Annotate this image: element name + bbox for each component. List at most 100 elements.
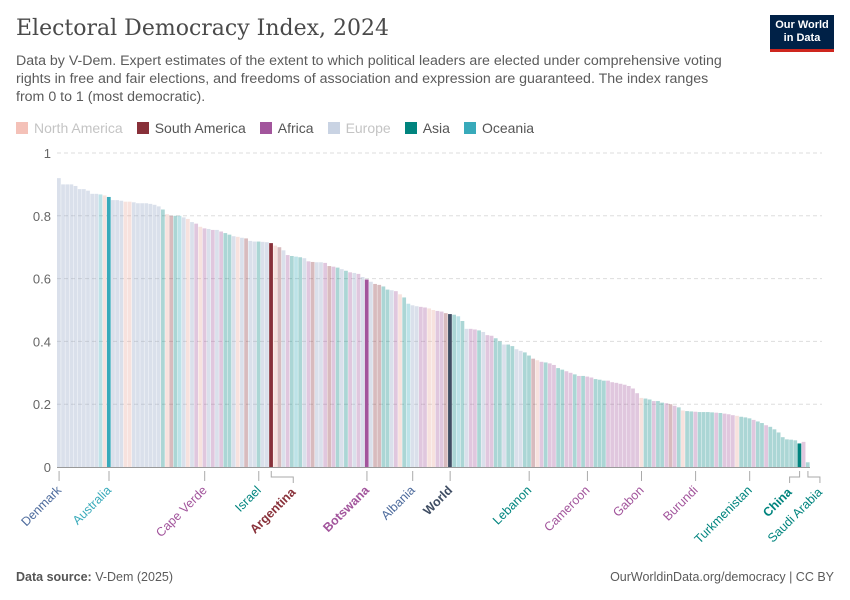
bar[interactable]	[776, 432, 781, 467]
bar[interactable]	[323, 262, 328, 467]
bar[interactable]	[319, 262, 323, 467]
bar[interactable]	[502, 344, 506, 467]
bar[interactable]	[539, 361, 544, 467]
bar[interactable]	[726, 414, 731, 467]
bar[interactable]	[497, 341, 502, 467]
bar[interactable]	[493, 338, 498, 467]
bar[interactable]	[156, 206, 161, 467]
bar[interactable]	[223, 233, 228, 467]
bar[interactable]	[626, 385, 631, 467]
bar[interactable]	[90, 193, 95, 467]
bar[interactable]	[805, 462, 810, 467]
bar[interactable]	[477, 330, 481, 467]
bar[interactable]	[65, 184, 70, 467]
bar[interactable]	[585, 376, 590, 467]
bar[interactable]	[418, 306, 423, 467]
bar[interactable]	[77, 189, 82, 468]
bar[interactable]	[185, 218, 190, 467]
bar[interactable]	[730, 415, 735, 467]
bar[interactable]	[136, 203, 140, 468]
bar[interactable]	[127, 201, 132, 468]
bar[interactable]	[531, 358, 536, 467]
bar[interactable]	[672, 405, 677, 467]
bar[interactable]	[639, 397, 644, 467]
bar[interactable]	[385, 289, 390, 467]
bar[interactable]	[481, 331, 486, 467]
bar[interactable]	[676, 407, 681, 467]
bar[interactable]	[244, 238, 248, 467]
bar[interactable]	[656, 401, 660, 467]
bar[interactable]	[448, 314, 452, 467]
legend-item-europe[interactable]: Europe	[327, 120, 391, 136]
bar[interactable]	[173, 215, 178, 467]
bar[interactable]	[231, 236, 236, 467]
bar[interactable]	[57, 178, 61, 467]
owid-logo[interactable]: Our World in Data	[770, 15, 834, 52]
bar[interactable]	[701, 412, 706, 467]
bar[interactable]	[210, 229, 215, 467]
bar[interactable]	[668, 404, 673, 467]
bar[interactable]	[443, 313, 448, 467]
bar[interactable]	[597, 379, 602, 467]
bar[interactable]	[560, 369, 565, 467]
bar[interactable]	[610, 382, 615, 467]
bar[interactable]	[111, 200, 115, 467]
bar[interactable]	[755, 421, 760, 467]
bar[interactable]	[556, 368, 560, 467]
bar[interactable]	[785, 439, 789, 467]
bar[interactable]	[460, 320, 465, 467]
bar[interactable]	[660, 402, 664, 467]
bar[interactable]	[181, 217, 186, 467]
bar[interactable]	[473, 329, 477, 467]
legend-item-africa[interactable]: Africa	[259, 120, 314, 136]
bar[interactable]	[240, 237, 244, 467]
bar[interactable]	[215, 229, 219, 467]
bar[interactable]	[140, 203, 144, 468]
bar[interactable]	[260, 241, 265, 467]
bar[interactable]	[314, 262, 319, 467]
bar[interactable]	[718, 412, 723, 467]
legend-item-asia[interactable]: Asia	[404, 120, 450, 136]
bar[interactable]	[489, 335, 494, 467]
bar[interactable]	[202, 228, 207, 467]
bar[interactable]	[739, 416, 744, 467]
bar[interactable]	[331, 266, 336, 467]
bar[interactable]	[764, 425, 768, 467]
bar[interactable]	[456, 316, 461, 467]
bar[interactable]	[102, 195, 107, 467]
bar[interactable]	[635, 393, 640, 467]
bar[interactable]	[780, 437, 785, 467]
bar[interactable]	[722, 413, 727, 467]
bar[interactable]	[73, 185, 78, 467]
bar[interactable]	[772, 429, 777, 467]
bar[interactable]	[356, 273, 361, 467]
bar[interactable]	[373, 283, 377, 467]
bar[interactable]	[389, 290, 394, 467]
bar[interactable]	[369, 281, 373, 467]
legend-item-oceania[interactable]: Oceania	[463, 120, 534, 136]
bar[interactable]	[797, 443, 802, 467]
bar[interactable]	[310, 261, 315, 467]
bar[interactable]	[281, 250, 286, 467]
bar[interactable]	[285, 255, 290, 467]
bar[interactable]	[294, 256, 298, 467]
bar[interactable]	[115, 200, 120, 467]
bar[interactable]	[435, 310, 440, 467]
bar[interactable]	[298, 257, 303, 467]
bar[interactable]	[169, 215, 174, 467]
bar[interactable]	[165, 214, 169, 467]
bar[interactable]	[360, 277, 365, 467]
bar[interactable]	[131, 202, 136, 467]
bar[interactable]	[651, 401, 656, 467]
bar[interactable]	[348, 272, 352, 467]
bar[interactable]	[427, 308, 432, 467]
bar[interactable]	[194, 223, 199, 467]
bar[interactable]	[398, 294, 402, 467]
bar[interactable]	[302, 258, 307, 467]
bar[interactable]	[219, 231, 224, 468]
bar[interactable]	[572, 374, 577, 467]
bar[interactable]	[235, 236, 240, 467]
bar[interactable]	[256, 241, 261, 467]
bar[interactable]	[768, 426, 773, 467]
bar[interactable]	[527, 355, 531, 467]
